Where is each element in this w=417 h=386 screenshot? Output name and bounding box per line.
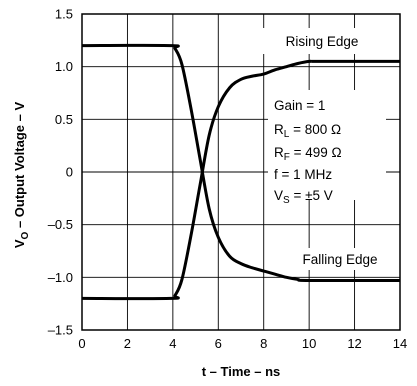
series-lines: [81, 43, 401, 301]
series-line-falling-edge: [81, 43, 401, 283]
rl-label: RL = 800 Ω: [274, 122, 341, 140]
y-tick-label-4: –0.5: [48, 217, 73, 232]
series-line-rising-edge: [81, 59, 400, 301]
rising-edge-label: Rising Edge: [286, 34, 359, 49]
falling-edge-label: Falling Edge: [302, 252, 377, 267]
freq-label: f = 1 MHz: [274, 167, 332, 182]
x-axis-label: t – Time – ns: [202, 364, 281, 379]
y-tick-label-6: –1.5: [48, 323, 73, 338]
gain-label: Gain = 1: [274, 98, 325, 113]
annotation-box: Rising Edge Gain = 1 RL = 800 Ω RF = 499…: [262, 28, 390, 270]
x-tick-label-2: 4: [169, 336, 176, 351]
x-tick-label-4: 8: [260, 336, 267, 351]
x-tick-label-5: 10: [302, 336, 316, 351]
y-axis-label: VO – Output Voltage – V: [12, 102, 31, 249]
y-tick-label-0: 1.5: [55, 7, 73, 22]
x-tick-label-0: 0: [78, 336, 85, 351]
x-tick-label-3: 6: [215, 336, 222, 351]
y-tick-label-5: –1.0: [48, 270, 73, 285]
x-tick-label-7: 14: [393, 336, 407, 351]
x-tick-label-6: 12: [347, 336, 361, 351]
y-tick-label-3: 0: [66, 165, 73, 180]
y-tick-labels: 1.5 1.0 0.5 0 –0.5 –1.0 –1.5: [48, 7, 73, 338]
rising-edge-label-bg: [262, 28, 382, 54]
y-tick-label-2: 0.5: [55, 112, 73, 127]
params-bg: [268, 90, 386, 200]
plot-frame: [81, 13, 401, 331]
x-tick-label-1: 2: [124, 336, 131, 351]
rf-label: RF = 499 Ω: [274, 145, 342, 163]
y-tick-label-1: 1.0: [55, 59, 73, 74]
falling-edge-label-bg: [290, 248, 390, 270]
vs-label: VS = ±5 V: [274, 188, 333, 206]
x-tick-labels: 0 2 4 6 8 10 12 14: [78, 336, 407, 351]
